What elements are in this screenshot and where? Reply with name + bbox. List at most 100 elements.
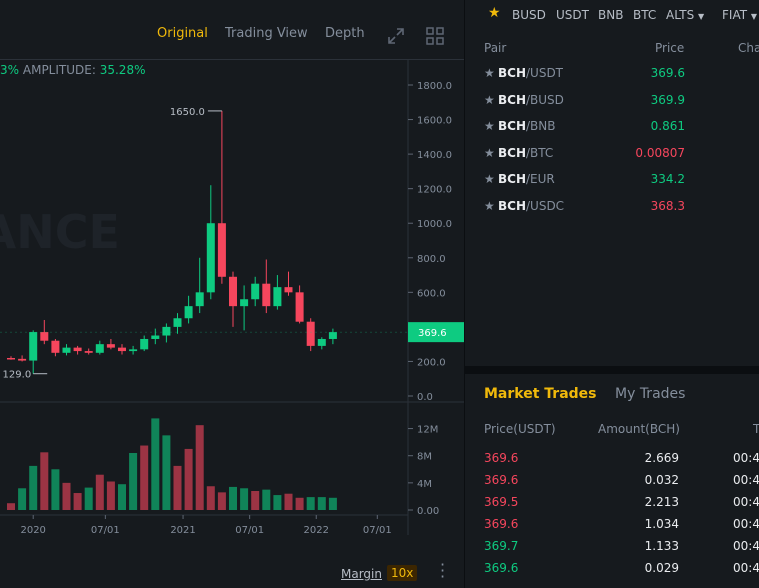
grid-layout-icon[interactable] bbox=[425, 26, 445, 46]
volume-tick-label: 8M bbox=[417, 452, 432, 463]
tab-bnb[interactable]: BNB bbox=[598, 8, 624, 22]
pair-row[interactable]: ★ BCH/BNB 0.861 bbox=[465, 119, 759, 145]
volume-tick-label: 4M bbox=[417, 479, 432, 490]
tab-trading-view[interactable]: Trading View bbox=[225, 26, 308, 41]
trade-price-header: Price(USDT) bbox=[484, 422, 556, 436]
volume-bar bbox=[18, 488, 27, 510]
volume-bar bbox=[118, 484, 126, 510]
volume-bar bbox=[29, 465, 38, 510]
pair-row[interactable]: ★ BCH/BUSD 369.9 bbox=[465, 93, 759, 119]
volume-bar bbox=[62, 482, 71, 510]
candle-body bbox=[173, 318, 182, 327]
candle-body bbox=[306, 321, 315, 346]
trade-time: 00:44 bbox=[733, 451, 759, 465]
volume-bar bbox=[140, 445, 149, 510]
volume-bar bbox=[217, 492, 226, 510]
pair-base: BCH bbox=[498, 198, 526, 213]
star-icon[interactable]: ★ bbox=[484, 172, 495, 186]
pair-row[interactable]: ★ BCH/USDT 369.6 bbox=[465, 66, 759, 92]
chart-toolbar: Original Trading View Depth bbox=[0, 0, 464, 60]
candle-body bbox=[129, 349, 138, 352]
candle-body bbox=[95, 344, 104, 353]
pair-header[interactable]: Pair bbox=[484, 41, 507, 55]
leverage-badge[interactable]: 10x bbox=[387, 565, 418, 581]
tab-original[interactable]: Original bbox=[157, 26, 208, 41]
trade-price: 369.6 bbox=[484, 517, 519, 531]
trade-price: 369.6 bbox=[484, 473, 519, 487]
candle-body bbox=[217, 223, 226, 277]
watermark-logo: BINANCE bbox=[0, 205, 120, 259]
favorites-star-icon[interactable]: ★ bbox=[488, 5, 501, 21]
volume-bar bbox=[206, 486, 215, 510]
pair-row[interactable]: ★ BCH/BTC 0.00807 bbox=[465, 146, 759, 172]
trade-row: 369.7 1.133 00:44 bbox=[465, 539, 759, 561]
pair-name: BCH/BNB bbox=[498, 119, 555, 133]
tab-depth[interactable]: Depth bbox=[325, 26, 365, 41]
pair-quote: /EUR bbox=[526, 172, 555, 186]
trade-time: 00:44 bbox=[733, 517, 759, 531]
star-icon[interactable]: ★ bbox=[484, 92, 495, 107]
candle-body bbox=[140, 338, 149, 350]
pair-row[interactable]: ★ BCH/EUR 334.2 bbox=[465, 172, 759, 198]
tab-fiat[interactable]: FIAT ▼ bbox=[722, 8, 757, 22]
trade-row: 369.5 2.213 00:44 bbox=[465, 495, 759, 517]
pair-price: 334.2 bbox=[650, 172, 685, 186]
price-tick-label: 1000.0 bbox=[417, 219, 452, 230]
more-options-icon[interactable]: · · · bbox=[440, 555, 446, 586]
candle-body bbox=[328, 332, 337, 339]
volume-bar bbox=[7, 503, 15, 510]
price-tick-label: 1600.0 bbox=[417, 116, 452, 127]
expand-icon[interactable] bbox=[386, 26, 406, 46]
volume-bar bbox=[73, 493, 82, 510]
candle-body bbox=[195, 292, 204, 307]
amplitude-value: 35.28% bbox=[99, 63, 146, 77]
candle-body bbox=[29, 332, 38, 361]
star-icon[interactable]: ★ bbox=[484, 119, 495, 133]
trade-time-header: T bbox=[753, 422, 759, 436]
candle-body bbox=[262, 283, 271, 307]
pair-name: BCH/USDC bbox=[498, 199, 564, 213]
pair-name: BCH/BTC bbox=[498, 146, 553, 160]
candle-body bbox=[240, 299, 249, 307]
price-header[interactable]: Price bbox=[655, 41, 685, 55]
chart-stats: 3% AMPLITUDE: 35.28% bbox=[0, 63, 145, 77]
candlestick-chart[interactable]: BINANCE 1800.0 1600.0 1400.0 1200.0 1000.0 800… bbox=[0, 60, 464, 560]
tab-market-trades[interactable]: Market Trades bbox=[484, 386, 597, 402]
pair-price: 0.00807 bbox=[635, 145, 685, 160]
tab-usdt[interactable]: USDT bbox=[556, 8, 589, 22]
pair-price: 369.9 bbox=[650, 92, 685, 107]
star-icon[interactable]: ★ bbox=[484, 198, 495, 213]
pair-row[interactable]: ★ BCH/USDC 368.3 bbox=[465, 199, 759, 225]
price-tick-label: 200.0 bbox=[417, 357, 446, 368]
pair-base: BCH bbox=[498, 119, 526, 133]
time-tick-label: 2020 bbox=[20, 525, 45, 536]
star-icon[interactable]: ★ bbox=[484, 145, 495, 160]
pair-price: 368.3 bbox=[650, 198, 685, 213]
tab-btc[interactable]: BTC bbox=[633, 8, 657, 22]
trade-row: 369.6 0.032 00:44 bbox=[465, 473, 759, 495]
volume-bar bbox=[295, 497, 304, 510]
trade-amount: 2.213 bbox=[644, 495, 679, 509]
change-header[interactable]: Cha bbox=[738, 41, 759, 55]
star-icon[interactable]: ★ bbox=[484, 66, 495, 80]
volume-bar bbox=[240, 488, 249, 510]
pair-base: BCH bbox=[498, 66, 526, 80]
candle-body bbox=[251, 283, 260, 300]
trade-row: 369.6 1.034 00:44 bbox=[465, 517, 759, 539]
volume-bar bbox=[273, 495, 282, 510]
tab-my-trades[interactable]: My Trades bbox=[615, 386, 686, 402]
tab-busd[interactable]: BUSD bbox=[512, 8, 546, 22]
market-panel: ★ BUSD USDT BNB BTC ALTS ▼ FIAT ▼ Pair P… bbox=[464, 0, 759, 588]
trade-price: 369.5 bbox=[484, 495, 519, 509]
trade-time: 00:44 bbox=[733, 473, 759, 487]
margin-link[interactable]: Margin bbox=[341, 567, 382, 581]
price-tick-label: 600.0 bbox=[417, 288, 446, 299]
trade-amount: 0.029 bbox=[644, 561, 679, 575]
tab-alts[interactable]: ALTS ▼ bbox=[666, 8, 704, 22]
candle-body bbox=[273, 287, 282, 307]
trade-time: 00:44 bbox=[733, 561, 759, 575]
trade-time: 00:44 bbox=[733, 539, 759, 553]
time-tick-label: 2021 bbox=[170, 525, 195, 536]
pair-price: 369.6 bbox=[650, 66, 685, 80]
volume-tick-label: 12M bbox=[417, 425, 438, 436]
